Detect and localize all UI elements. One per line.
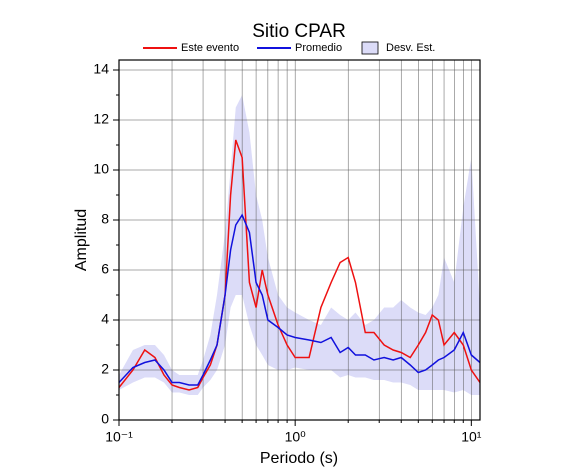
legend-label: Este evento — [181, 42, 239, 54]
y-tick-label: 4 — [101, 311, 109, 327]
chart-title: Sitio CPAR — [252, 21, 346, 42]
legend-label: Promedio — [295, 42, 342, 54]
y-tick-label: 2 — [101, 361, 109, 377]
y-tick-label: 6 — [101, 261, 109, 277]
x-tick-label: 10⁰ — [285, 429, 307, 445]
y-axis-label: Amplitud — [73, 209, 90, 271]
x-tick-label: 10¹ — [461, 429, 482, 445]
legend-label: Desv. Est. — [386, 42, 435, 54]
legend-swatch — [361, 41, 379, 55]
series-line — [118, 139, 481, 391]
y-tick-label: 0 — [101, 411, 109, 427]
y-tick-label: 12 — [93, 111, 109, 127]
y-tick-label: 10 — [93, 161, 109, 177]
series-line — [118, 213, 481, 386]
y-tick-label: 14 — [93, 61, 109, 77]
plot-frame — [118, 59, 481, 421]
y-tick-label: 8 — [101, 211, 109, 227]
std-band — [119, 95, 480, 395]
x-tick-label: 10⁻¹ — [105, 429, 133, 445]
x-axis-label: Periodo (s) — [260, 450, 338, 467]
